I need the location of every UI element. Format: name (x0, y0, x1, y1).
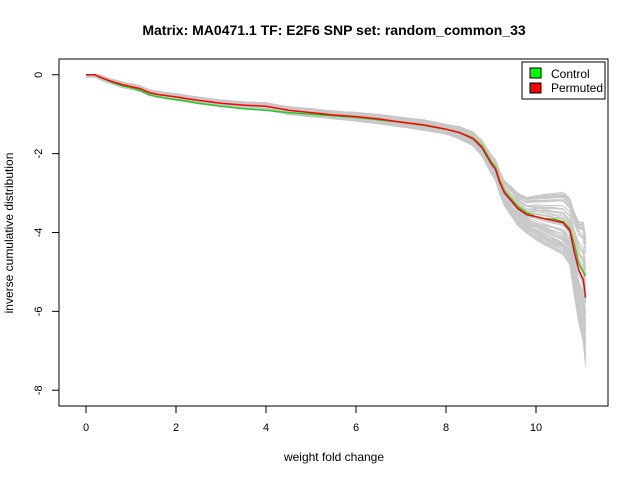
permutation-line (86, 74, 586, 243)
x-tick-label: 0 (83, 422, 89, 434)
permutation-line (86, 74, 586, 253)
series-line-permuted (86, 74, 587, 298)
permutation-line (86, 74, 586, 279)
permutation-line (86, 74, 586, 243)
y-tick-label: -4 (33, 228, 45, 238)
x-axis-label: weight fold change (283, 450, 384, 464)
series-lines (86, 74, 587, 298)
legend: Control Permuted (521, 61, 606, 100)
permutation-line (85, 74, 586, 290)
permutation-line (86, 74, 586, 271)
permutation-line (86, 74, 586, 248)
permutation-line (86, 74, 586, 264)
y-tick-label: -2 (33, 149, 45, 159)
x-tick-label: 4 (263, 422, 269, 434)
permutation-line (86, 74, 586, 276)
x-tick-label: 2 (173, 422, 179, 434)
permutation-line (86, 74, 586, 292)
x-tick-label: 10 (530, 422, 542, 434)
y-tick-label: -8 (33, 385, 45, 395)
permutation-lines (85, 74, 586, 366)
x-tick-label: 6 (353, 422, 359, 434)
y-axis: 0 -2 -4 -6 -8 (33, 72, 60, 395)
x-axis: 0 2 4 6 8 10 (83, 405, 542, 434)
permutation-line (86, 74, 586, 270)
permutation-line (86, 74, 586, 287)
legend-swatch-permuted (529, 82, 542, 94)
permutation-line (86, 74, 586, 254)
x-tick-label: 8 (443, 422, 449, 434)
permutation-line (86, 74, 586, 244)
chart-title: Matrix: MA0471.1 TF: E2F6 SNP set: rando… (142, 22, 526, 38)
series-line-control (86, 74, 587, 277)
legend-label-control: Control (551, 67, 590, 81)
permutation-line (86, 74, 586, 242)
y-tick-label: 0 (33, 72, 45, 78)
permutation-line (86, 74, 586, 278)
y-axis-label: inverse cumulative distribution (2, 153, 16, 314)
permutation-line (85, 74, 586, 290)
permutation-line (86, 74, 586, 283)
y-tick-label: -6 (33, 306, 45, 316)
permutation-line (86, 74, 586, 268)
permutation-line (86, 74, 586, 245)
permutation-line (85, 75, 586, 360)
legend-label-permuted: Permuted (551, 81, 603, 95)
legend-swatch-control (529, 67, 542, 79)
permutation-line (86, 74, 586, 252)
permutation-line (86, 74, 586, 244)
